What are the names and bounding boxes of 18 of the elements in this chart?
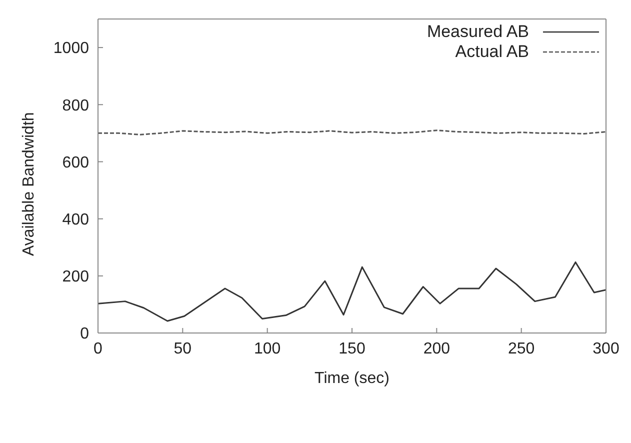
x-tick-label: 0 xyxy=(94,340,103,358)
legend-label: Measured AB xyxy=(426,22,529,42)
y-tick-label: 200 xyxy=(62,268,90,286)
y-tick-label: 1000 xyxy=(53,40,90,58)
x-tick-label: 300 xyxy=(592,340,620,358)
x-tick-label: 50 xyxy=(174,340,192,358)
x-axis-title: Time (sec) xyxy=(314,370,390,387)
legend-label: Actual AB xyxy=(455,42,529,62)
x-tick-label: 100 xyxy=(254,340,281,358)
y-axis-title: Available Bandwidth xyxy=(20,112,38,256)
y-tick-label: 400 xyxy=(62,212,90,228)
line-series xyxy=(98,261,606,322)
x-tick-label: 150 xyxy=(338,340,366,358)
x-tick-label: 250 xyxy=(508,340,535,358)
y-tick-label: 600 xyxy=(62,154,90,172)
y-tick-label: 0 xyxy=(80,326,90,343)
x-tick-label: 200 xyxy=(423,340,450,358)
y-tick-label: 800 xyxy=(62,97,90,114)
